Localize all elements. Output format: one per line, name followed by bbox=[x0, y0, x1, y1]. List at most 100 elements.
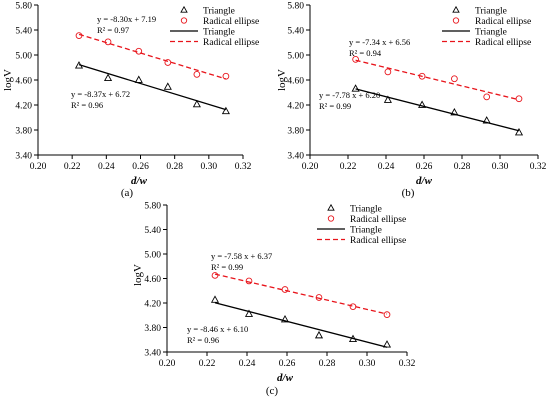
panel-label: (b) bbox=[402, 187, 415, 199]
legend-label: Triangle bbox=[475, 7, 507, 17]
y-tick-label: 5.80 bbox=[15, 2, 32, 12]
circle-marker bbox=[315, 294, 323, 301]
chart-panel-3: 0.20 0.22 0.24 0.26 0.28 0.30 0.32 3.40 3.80 4.20… bbox=[132, 202, 416, 398]
series-radical-ellipse bbox=[352, 56, 523, 103]
chart-panel-1: 0.20 0.22 0.24 0.26 0.28 0.30 0.32 3.40 3.80 4.20… bbox=[2, 2, 259, 200]
triangle-marker bbox=[418, 100, 427, 108]
legend-label: Radical ellipse bbox=[203, 38, 259, 48]
legend-label: Radical ellipse bbox=[350, 236, 406, 246]
fit-r-squared: R² = 0.97 bbox=[97, 25, 129, 35]
fit-r-squared: R² = 0.96 bbox=[71, 100, 103, 110]
y-tick-label: 5.80 bbox=[287, 2, 304, 12]
legend-label: Triangle bbox=[350, 205, 382, 215]
circle-marker bbox=[352, 56, 359, 63]
y-axis-label: logV bbox=[276, 69, 288, 91]
fit-equation: y = -7.34 x + 6.56 bbox=[349, 37, 410, 47]
y-tick-label: 4.60 bbox=[144, 275, 161, 285]
y-tick-label: 4.60 bbox=[287, 77, 304, 87]
chart-panel-2: 0.20 0.22 0.24 0.26 0.28 0.30 0.32 3.40 3.80 4.20… bbox=[276, 2, 547, 200]
circle-marker bbox=[104, 38, 112, 46]
series-triangle bbox=[351, 84, 524, 136]
y-tick-label: 5.00 bbox=[287, 52, 304, 62]
series-radical-ellipse bbox=[75, 32, 230, 80]
circle-marker bbox=[211, 272, 219, 279]
circle-marker bbox=[281, 286, 289, 293]
legend-label: Radical ellipse bbox=[475, 17, 531, 27]
y-tick-label: 5.80 bbox=[144, 202, 161, 212]
x-tick-label: 0.24 bbox=[239, 359, 256, 369]
y-tick-label: 4.20 bbox=[15, 102, 32, 112]
circle-marker bbox=[349, 303, 357, 311]
triangle-marker bbox=[221, 106, 230, 115]
circle-marker bbox=[245, 277, 253, 285]
fit-r-squared: R² = 0.96 bbox=[187, 335, 219, 345]
legend-circle-marker bbox=[452, 17, 460, 24]
triangle-marker bbox=[382, 340, 392, 348]
circle-marker bbox=[384, 68, 392, 76]
x-tick-label: 0.20 bbox=[30, 162, 47, 172]
circle-marker bbox=[222, 72, 230, 80]
x-axis-label: d/w bbox=[277, 372, 294, 384]
x-tick-label: 0.32 bbox=[399, 359, 416, 369]
triangle-marker bbox=[103, 73, 113, 81]
triangle-marker bbox=[383, 95, 392, 103]
legend-label: Radical ellipse bbox=[475, 38, 531, 48]
x-tick-label: 0.26 bbox=[416, 162, 433, 172]
legend-triangle-marker bbox=[327, 203, 335, 211]
legend-label: Radical ellipse bbox=[350, 215, 406, 225]
fit-equation: y = -8.37x + 6.72 bbox=[71, 89, 130, 99]
x-tick-label: 0.24 bbox=[378, 162, 395, 172]
y-tick-label: 3.80 bbox=[144, 324, 161, 334]
x-tick-label: 0.30 bbox=[492, 162, 509, 172]
circle-marker bbox=[383, 311, 391, 318]
triangle-marker bbox=[280, 315, 290, 323]
y-tick-label: 4.20 bbox=[144, 300, 161, 310]
circle-marker bbox=[418, 72, 426, 80]
legend-label: Triangle bbox=[203, 7, 235, 17]
y-tick-label: 3.80 bbox=[15, 127, 32, 137]
x-tick-label: 0.22 bbox=[340, 162, 357, 172]
x-axis-label: d/w bbox=[131, 175, 148, 187]
fit-equation: y = -7.58 x + 6.37 bbox=[211, 251, 272, 261]
y-axis-label: logV bbox=[132, 264, 144, 286]
x-tick-label: 0.26 bbox=[132, 162, 149, 172]
fit-line bbox=[214, 302, 388, 348]
x-tick-label: 0.20 bbox=[302, 162, 319, 172]
fit-r-squared: R² = 0.94 bbox=[349, 48, 382, 58]
legend-triangle-marker bbox=[180, 5, 188, 13]
x-tick-label: 0.24 bbox=[98, 162, 115, 172]
triangle-marker bbox=[348, 334, 358, 342]
fit-r-squared: R² = 0.99 bbox=[319, 101, 351, 111]
circle-marker bbox=[135, 47, 143, 55]
fit-line bbox=[78, 64, 227, 111]
panel-label: (a) bbox=[121, 187, 134, 199]
fit-r-squared: R² = 0.99 bbox=[211, 262, 243, 272]
fit-equation: y = -8.46 x + 6.10 bbox=[187, 324, 248, 334]
triangle-marker bbox=[351, 84, 360, 92]
series-triangle bbox=[210, 295, 392, 348]
legend-label: Triangle bbox=[475, 28, 507, 38]
triangle-marker bbox=[192, 99, 201, 108]
fit-equation: y = -7.78 x + 6.20 bbox=[319, 90, 380, 100]
legend-label: Radical ellipse bbox=[203, 17, 259, 27]
triangle-marker bbox=[210, 295, 220, 303]
x-tick-label: 0.30 bbox=[201, 162, 218, 172]
fit-line bbox=[355, 59, 520, 101]
fit-equation: y = -8.30x + 7.19 bbox=[97, 14, 156, 24]
legend-circle-marker bbox=[327, 215, 335, 222]
legend-label: Triangle bbox=[203, 28, 235, 38]
series-triangle bbox=[74, 61, 230, 115]
y-tick-label: 5.00 bbox=[144, 251, 161, 261]
y-tick-label: 3.40 bbox=[287, 152, 304, 162]
panel-label: (c) bbox=[266, 385, 279, 397]
x-tick-label: 0.26 bbox=[279, 359, 296, 369]
x-tick-label: 0.22 bbox=[199, 359, 216, 369]
y-tick-label: 5.40 bbox=[15, 27, 32, 37]
x-tick-label: 0.28 bbox=[319, 359, 336, 369]
x-tick-label: 0.30 bbox=[359, 359, 376, 369]
circle-marker bbox=[164, 59, 172, 66]
x-tick-label: 0.20 bbox=[159, 359, 176, 369]
